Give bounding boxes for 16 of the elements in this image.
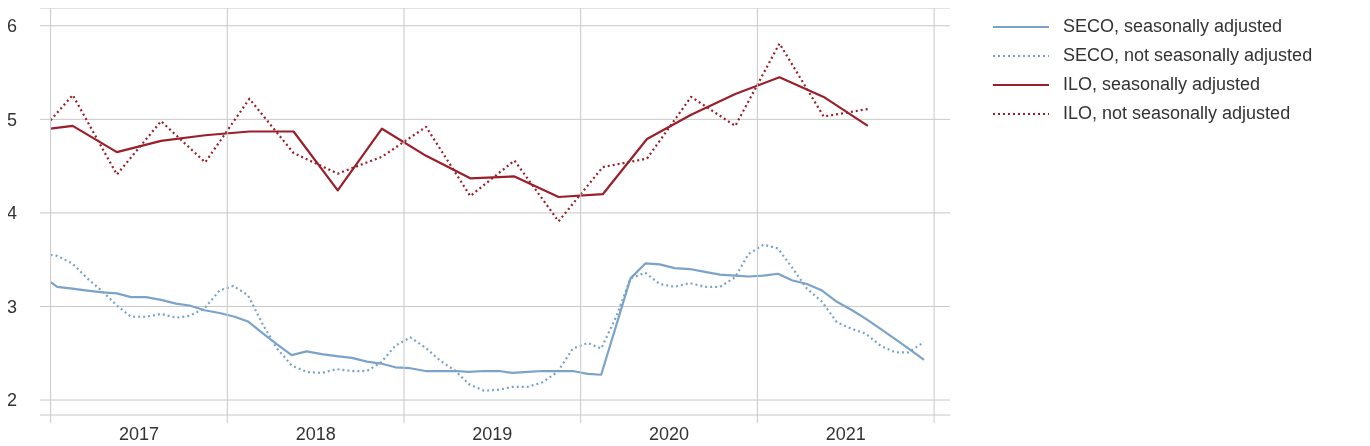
y-tick-label: 2 (7, 390, 18, 411)
legend-label: SECO, not seasonally adjusted (1063, 45, 1313, 66)
x-tick-label: 2020 (649, 424, 690, 444)
x-tick-label: 2017 (118, 424, 159, 444)
legend-label: ILO, seasonally adjusted (1063, 74, 1261, 95)
y-tick-label: 4 (7, 203, 18, 224)
legend-label: ILO, not seasonally adjusted (1063, 103, 1291, 124)
legend-label: SECO, seasonally adjusted (1063, 16, 1283, 37)
y-tick-label: 6 (7, 16, 18, 37)
x-tick-label: 2019 (472, 424, 513, 444)
line-series (49, 42, 869, 223)
x-tick-label: 2018 (295, 424, 336, 444)
y-tick-label: 3 (7, 296, 18, 317)
y-tick-label: 5 (7, 109, 18, 130)
line-series (49, 243, 926, 392)
x-tick-label: 2021 (825, 424, 866, 444)
